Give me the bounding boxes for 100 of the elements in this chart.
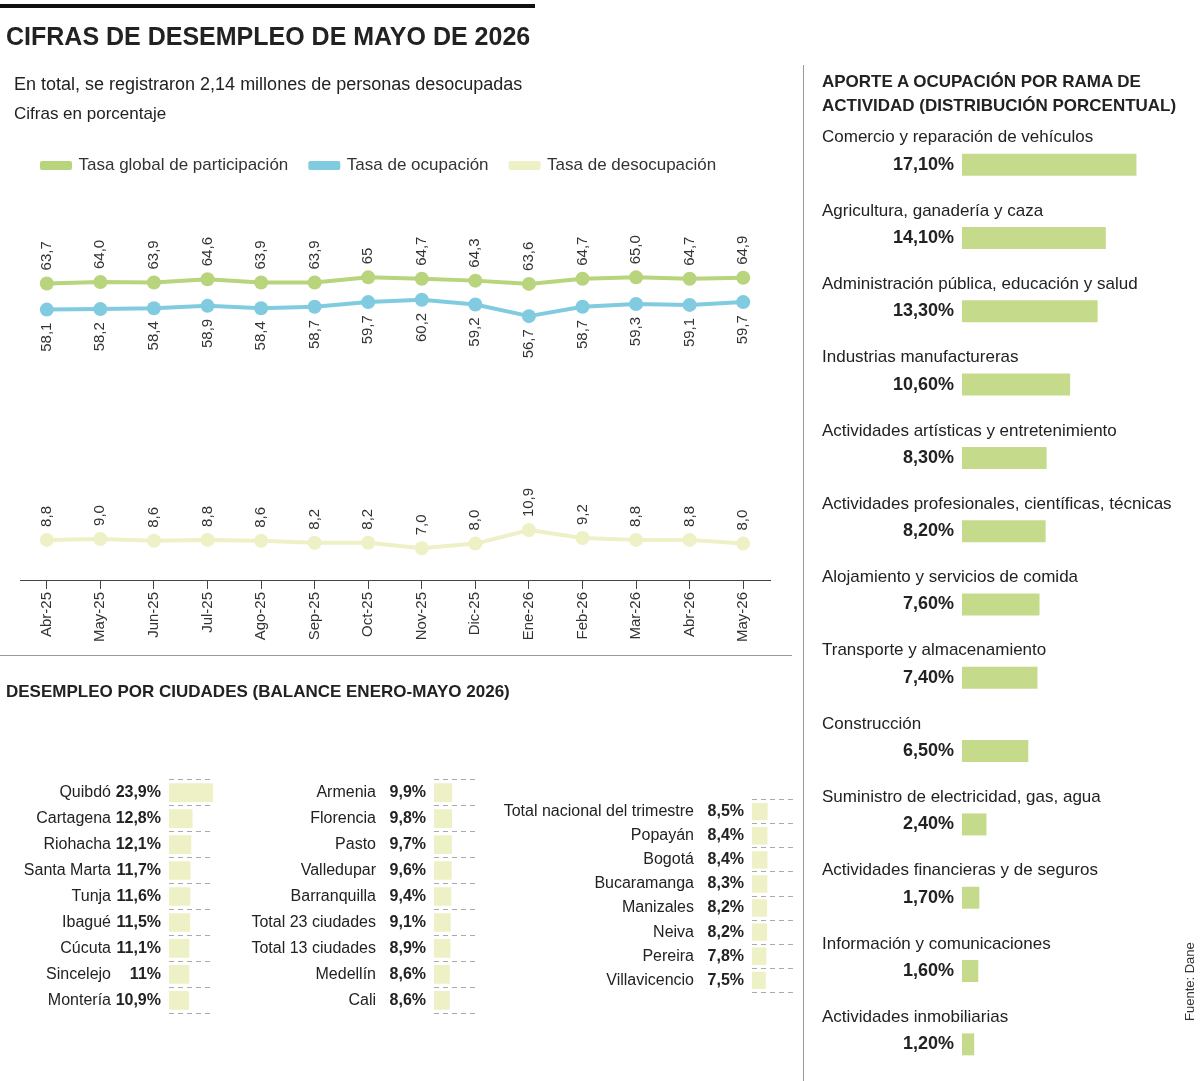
point (629, 532, 644, 547)
data-label: 9,9% (389, 783, 426, 800)
y-tick-label: Tunja (71, 886, 112, 904)
point (39, 276, 54, 291)
data-label: 8,8 (197, 506, 215, 527)
data-label: 8,20% (902, 520, 954, 541)
point (361, 295, 376, 310)
bar (962, 226, 1106, 249)
data-label: 8,3% (707, 874, 744, 892)
data-label: 9,0 (90, 505, 108, 526)
data-label: 7,8% (707, 946, 744, 964)
x-tick-label: Nov-25 (411, 591, 429, 641)
text: Cifras en porcentaje (14, 104, 167, 124)
x-tick-label: Sep-25 (304, 591, 322, 641)
point (200, 272, 215, 287)
point (146, 533, 161, 548)
y-tick-label: Total nacional del trimestre (503, 802, 695, 820)
x-tick-label: Jul-25 (197, 591, 215, 633)
data-label: 9,1% (389, 912, 426, 930)
data-label: 8,6 (251, 506, 269, 528)
y-tick-label: Pereira (642, 946, 695, 964)
bar (169, 783, 213, 802)
y-tick-label: Construcción (822, 713, 922, 733)
data-label: 1,60% (902, 960, 954, 981)
data-label: 10,9% (115, 990, 161, 1008)
point (93, 275, 108, 290)
x-tick-label: Ene-26 (519, 591, 537, 641)
y-tick-label: Bogotá (643, 850, 695, 868)
y-tick-label: Bucaramanga (594, 874, 695, 892)
point (39, 532, 54, 547)
bar (169, 965, 190, 984)
data-label: 59,7 (733, 315, 751, 345)
data-label: 9,6% (389, 860, 426, 878)
point (682, 271, 697, 286)
y-tick-label: Actividades profesionales, científicas, técnicas (822, 493, 1172, 513)
x-tick-label: Ago-25 (251, 591, 269, 641)
point (200, 532, 215, 547)
y-tick-label: Alojamiento y servicios de comida (822, 567, 1079, 587)
point (361, 270, 376, 285)
data-label: 8,5% (707, 802, 744, 820)
data-label: 7,40% (902, 666, 954, 687)
data-label: 8,4% (707, 850, 744, 868)
point (254, 301, 269, 316)
y-tick-label: Santa Marta (23, 860, 112, 878)
y-tick-label: Cúcuta (60, 938, 112, 956)
point (682, 532, 697, 547)
data-label: 8,2% (707, 898, 744, 916)
point (629, 296, 644, 311)
point (254, 275, 269, 290)
point (468, 273, 483, 288)
data-label: 63,9 (144, 240, 162, 270)
y-tick-label: Cartagena (36, 808, 112, 826)
bar (962, 520, 1046, 543)
y-tick-label: Valledupar (300, 860, 377, 878)
data-label: 64,7 (411, 236, 429, 266)
bar (962, 153, 1137, 176)
data-label: 7,5% (707, 970, 744, 988)
x-tick-label: Jun-25 (144, 591, 162, 638)
bar (962, 813, 987, 836)
data-label: 11,7% (116, 860, 161, 878)
y-tick-label: Barranquilla (290, 886, 377, 904)
x-tick-label: Mar-26 (626, 591, 644, 640)
data-label: 59,3 (626, 316, 644, 347)
bar (169, 887, 191, 906)
point (575, 271, 590, 286)
data-label: 58,7 (572, 319, 590, 349)
data-label: 8,2% (707, 922, 744, 940)
point (682, 297, 697, 312)
data-label: 58,1 (36, 322, 54, 352)
point (361, 535, 376, 550)
data-label: 65 (358, 247, 376, 265)
y-tick-label: Quibdó (59, 783, 112, 800)
data-label: 10,60% (892, 373, 954, 394)
legend-label: Tasa de desocupación (547, 155, 717, 175)
point (736, 270, 751, 285)
point (254, 533, 269, 548)
data-label: 60,2 (411, 312, 429, 342)
data-label: 9,8% (389, 808, 426, 826)
bar (962, 1033, 975, 1056)
data-label: 17,10% (892, 153, 954, 174)
y-tick-label: Manizales (621, 898, 694, 916)
data-label: 8,2 (304, 508, 322, 530)
bar (962, 960, 979, 983)
data-label: 12,8% (115, 808, 161, 826)
data-label: 8,30% (902, 446, 954, 467)
point (736, 536, 751, 551)
data-label: 8,6% (389, 964, 426, 982)
point (414, 271, 429, 286)
bar (169, 861, 191, 880)
data-label: 1,70% (902, 886, 954, 907)
y-tick-label: Actividades artísticas y entretenimiento (822, 420, 1117, 440)
data-label: 11,5% (116, 912, 161, 930)
point (468, 536, 483, 551)
data-label: 9,7% (389, 834, 426, 852)
data-label: 8,2 (358, 508, 376, 530)
data-label: 9,2 (572, 504, 590, 526)
bar (169, 913, 191, 932)
point (468, 297, 483, 312)
data-label: 63,6 (519, 241, 537, 271)
data-label: 59,7 (358, 315, 376, 345)
